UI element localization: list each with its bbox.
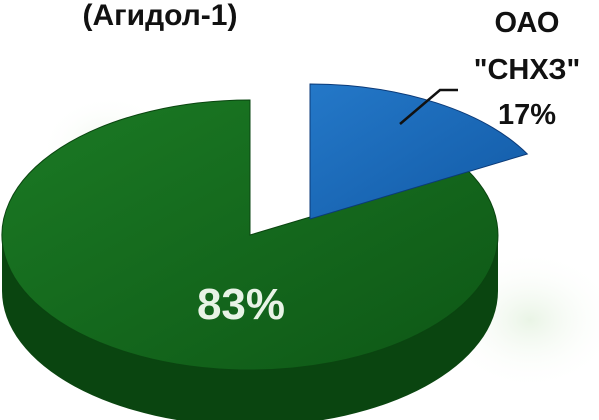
pie-slice-1 <box>1 99 499 371</box>
pie-slices <box>1 83 529 420</box>
pie-labels: (Агидол-1) ОАО "СНХЗ" 17% 83% <box>83 0 581 329</box>
slice-label-line-1: ОАО <box>495 7 560 39</box>
chart-title: (Агидол-1) <box>83 0 238 32</box>
pie-slice-side-1 <box>2 235 498 420</box>
pie-slice-0 <box>309 83 529 220</box>
slice-percent-label-small: 17% <box>498 99 556 131</box>
slice-label-line-2: "СНХЗ" <box>474 54 581 86</box>
leader-line <box>399 88 458 125</box>
slice-percent-label-large: 83% <box>197 280 285 329</box>
